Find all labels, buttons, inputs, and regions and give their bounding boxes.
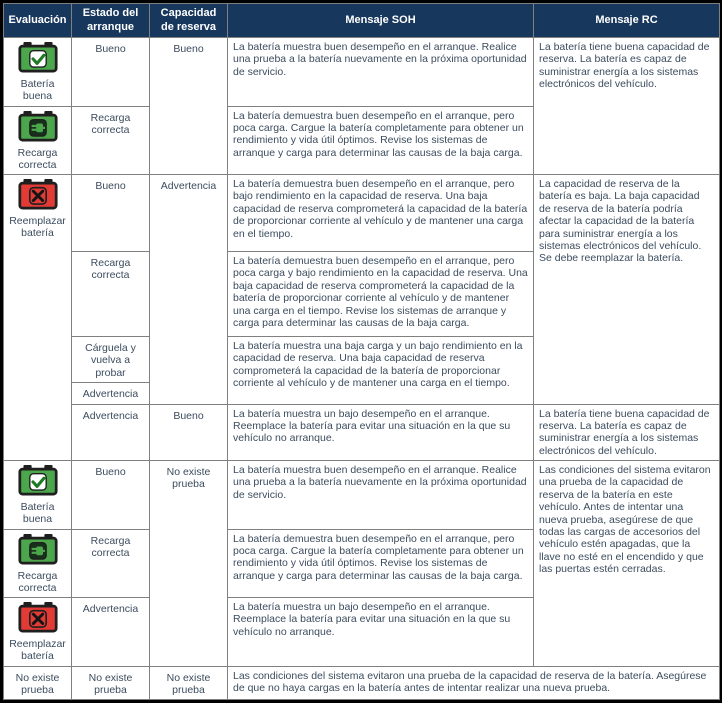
- cell-mensaje-soh: La batería demuestra buen desempeño en e…: [227, 105, 534, 175]
- cell-estado: No existe prueba: [71, 665, 150, 701]
- cell-estado: Advertencia: [71, 597, 150, 667]
- eval-label: Reemplazar batería: [9, 215, 66, 240]
- battery-evaluation-table: Evaluación Estado del arranque Capacidad…: [3, 3, 720, 701]
- col-header-estado-arranque: Estado del arranque: [71, 3, 150, 38]
- cell-eval-recarga-correcta: Recarga correcta: [3, 528, 72, 598]
- eval-label: Batería buena: [20, 78, 55, 103]
- cell-mensaje-soh: La batería muestra un bajo desempeño en …: [227, 597, 534, 667]
- eval-label: Reemplazar batería: [9, 638, 66, 663]
- table-row: Reemplazar batería Advertencia La baterí…: [3, 597, 720, 667]
- table-row: Recarga correcta Recarga correcta La bat…: [3, 105, 720, 175]
- cell-estado: Recarga correcta: [71, 251, 150, 337]
- col-header-capacidad-reserva: Capacidad de reserva: [149, 3, 228, 38]
- eval-label: Batería buena: [20, 501, 55, 526]
- cell-eval-bateria-buena: Batería buena: [3, 37, 72, 107]
- cell-eval-no-existe-prueba: No existe prueba: [3, 665, 72, 701]
- cell-estado: Advertencia: [71, 403, 150, 461]
- cell-mensaje-rc: La batería tiene buena capacidad de rese…: [533, 37, 720, 175]
- cell-estado: Bueno: [71, 37, 150, 107]
- cell-mensaje-soh: La batería muestra una baja carga y un b…: [227, 336, 534, 405]
- col-header-evaluacion: Evaluación: [3, 3, 72, 38]
- cell-mensaje-rc: La batería tiene buena capacidad de rese…: [533, 403, 720, 461]
- table-row: Batería buena Bueno No existe prueba La …: [3, 460, 720, 667]
- cell-estado: Bueno: [71, 460, 150, 530]
- table-row: Batería buena Bueno Bueno La batería mue…: [3, 37, 720, 175]
- battery-plug-icon: [18, 111, 58, 142]
- cell-mensaje-soh: La batería demuestra buen desempeño en e…: [227, 174, 534, 252]
- cell-capacidad: Bueno: [149, 403, 228, 461]
- cell-estado: Recarga correcta: [71, 528, 150, 598]
- table-row: Reemplazar batería Bueno Advertencia La …: [3, 174, 720, 461]
- cell-capacidad: Bueno: [149, 37, 228, 175]
- cell-mensaje-soh: La batería demuestra buen desempeño en e…: [227, 251, 534, 337]
- cell-mensaje-soh: La batería muestra un bajo desempeño en …: [227, 403, 534, 461]
- table-row: Advertencia Bueno La batería muestra un …: [4, 403, 720, 461]
- cell-eval-reemplazar-bateria: Reemplazar batería: [3, 597, 72, 667]
- cell-eval-recarga-correcta: Recarga correcta: [3, 105, 72, 175]
- table-row: Cárguela y vuelva a probar La batería mu…: [4, 335, 720, 405]
- cell-mensaje-combinado: Las condiciones del sistema evitaron una…: [227, 665, 720, 701]
- cell-mensaje-soh: La batería muestra buen desempeño en el …: [227, 37, 534, 107]
- cell-capacidad: No existe prueba: [149, 665, 228, 701]
- cell-estado: Advertencia: [71, 382, 150, 405]
- battery-check-icon: [18, 42, 58, 73]
- cell-mensaje-rc: La capacidad de reserva de la batería es…: [533, 174, 720, 405]
- battery-x-icon: [18, 179, 58, 210]
- cell-mensaje-rc: Las condiciones del sistema evitaron una…: [533, 460, 720, 667]
- cell-eval-bateria-buena: Batería buena: [3, 460, 72, 530]
- table-row: No existe prueba No existe prueba No exi…: [3, 665, 720, 701]
- col-header-mensaje-rc: Mensaje RC: [533, 3, 720, 38]
- cell-eval-reemplazar-bateria: Reemplazar batería: [3, 174, 72, 461]
- battery-plug-icon: [18, 534, 58, 565]
- cell-estado: Bueno: [71, 174, 150, 252]
- col-header-mensaje-soh: Mensaje SOH: [227, 3, 534, 38]
- table-row: Advertencia: [4, 382, 720, 405]
- cell-capacidad: No existe prueba: [149, 460, 228, 667]
- eval-label: Recarga correcta: [17, 146, 58, 171]
- battery-x-icon: [18, 602, 58, 633]
- eval-label: Recarga correcta: [17, 569, 58, 594]
- cell-estado: Cárguela y vuelva a probar: [71, 335, 150, 384]
- header-row: Evaluación Estado del arranque Capacidad…: [3, 3, 720, 38]
- table-row: Recarga correcta La batería demuestra bu…: [4, 251, 720, 337]
- table-row: Recarga correcta Recarga correcta La bat…: [3, 528, 720, 598]
- cell-mensaje-soh: La batería demuestra buen desempeño en e…: [227, 528, 534, 598]
- battery-check-icon: [18, 465, 58, 496]
- cell-estado: Recarga correcta: [71, 105, 150, 175]
- cell-capacidad: Advertencia: [149, 174, 228, 405]
- cell-mensaje-soh: La batería muestra buen desempeño en el …: [227, 460, 534, 530]
